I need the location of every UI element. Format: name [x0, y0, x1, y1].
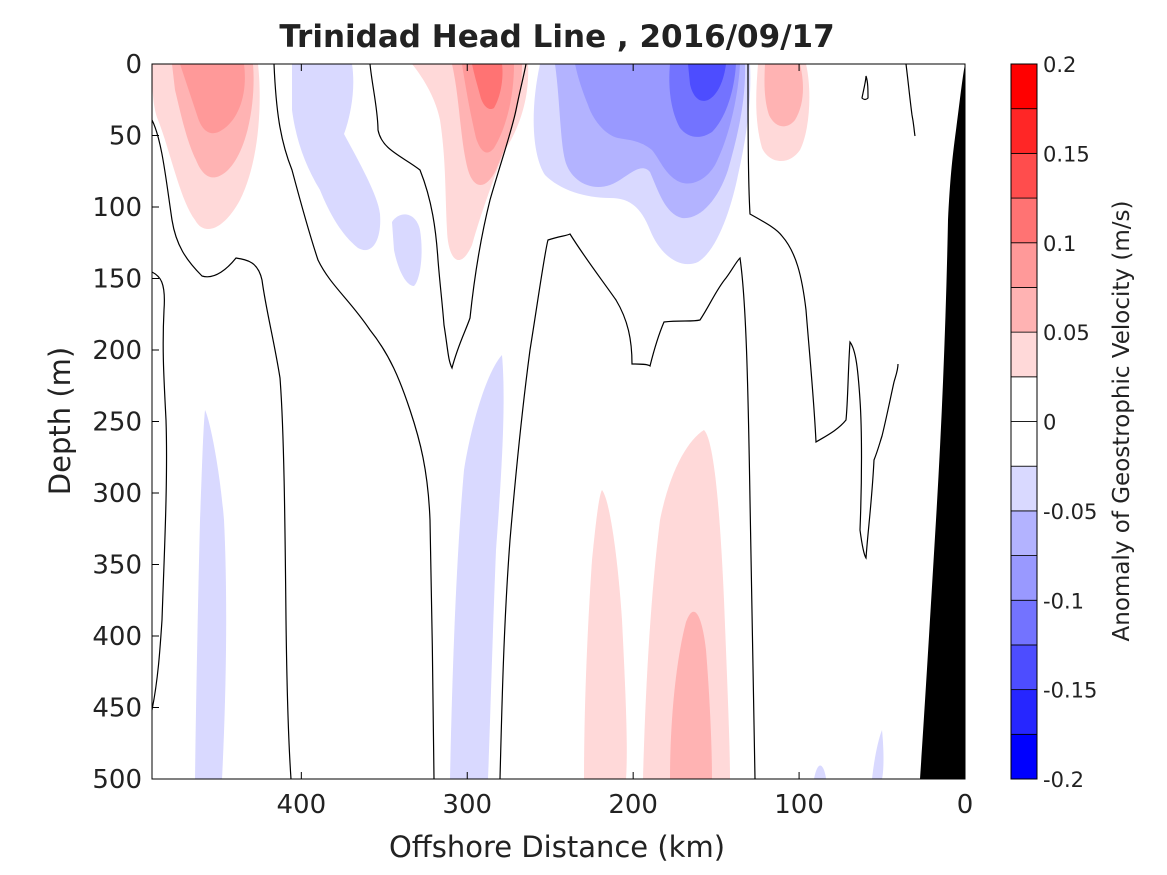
colorbar-tick-label: 0.15	[1043, 142, 1090, 166]
filled-contours	[152, 64, 884, 779]
plot-area: 400 300 200 100 0 0 50 100 150 200 250 300 350 400 45…	[92, 50, 973, 820]
contour-negative-patch-west	[292, 64, 381, 251]
colorbar: 0.2 0.15 0.1 0.05 0 -0.05 -0.1 -0.15 -0.2	[1010, 53, 1097, 792]
y-tick-label: 250	[92, 408, 142, 438]
colorbar-label: Anomaly of Geostrophic Velocity (m/s)	[1109, 201, 1135, 642]
y-tick-label: 50	[109, 122, 142, 152]
zero-contour-line-7	[905, 64, 916, 137]
contour-positive-deep-eddy-west	[584, 490, 627, 779]
colorbar-segment	[1010, 242, 1038, 288]
colorbar-segment	[1010, 197, 1038, 244]
x-tick-label: 300	[442, 790, 492, 820]
y-axis-label: Depth (m)	[43, 347, 77, 495]
colorbar-tick-label: 0.2	[1043, 53, 1076, 77]
colorbar-segment	[1010, 733, 1038, 780]
colorbar-segment	[1010, 287, 1038, 333]
zero-contour-line-2	[152, 271, 168, 711]
x-axis-label: Offshore Distance (km)	[389, 830, 725, 864]
y-tick-label: 350	[92, 551, 142, 581]
zero-contour-line-6	[747, 64, 899, 560]
contour-negative-deep-band-west	[195, 410, 227, 779]
chart-title: Trinidad Head Line , 2016/09/17	[279, 19, 834, 55]
contour-negative-deep-patch-east	[814, 765, 826, 779]
y-axis: 0 50 100 150 200 250 300 350 400 450 500	[92, 50, 965, 795]
y-tick-label: 200	[92, 336, 142, 366]
colorbar-tick-label: 0.05	[1043, 321, 1090, 345]
colorbar-segment	[1010, 152, 1038, 199]
colorbar-segment	[1010, 108, 1038, 154]
colorbar-segment	[1010, 331, 1038, 378]
y-tick-label: 450	[92, 694, 142, 724]
zero-contour-line-4	[369, 64, 527, 370]
colorbar-segment	[1010, 555, 1038, 601]
zero-contour-line-8	[861, 75, 869, 101]
colorbar-segment	[1010, 689, 1038, 735]
x-tick-label: 400	[277, 790, 327, 820]
contour-negative-deep-patch-far-east	[872, 730, 884, 779]
colorbar-tick-label: -0.1	[1043, 589, 1084, 613]
colorbar-segment	[1010, 63, 1038, 110]
colorbar-segment	[1010, 421, 1038, 467]
x-tick-label: 0	[957, 790, 974, 820]
contour-positive-surface-jet-c-l2	[764, 64, 803, 127]
colorbar-segment	[1010, 465, 1038, 512]
y-tick-label: 300	[92, 479, 142, 509]
colorbar-segment	[1010, 510, 1038, 556]
y-tick-label: 500	[92, 765, 142, 795]
bathymetry	[920, 64, 965, 779]
y-tick-label: 0	[125, 50, 142, 80]
zero-contour-line-1	[152, 119, 292, 779]
contour-negative-surface-countercurrent-l5	[688, 64, 726, 101]
seafloor-mask	[920, 64, 965, 779]
colorbar-frame	[1010, 63, 1038, 780]
colorbar-tick-label: -0.2	[1043, 768, 1084, 792]
contour-negative-patch-small	[392, 214, 422, 286]
colorbar-tick-label: -0.05	[1043, 500, 1097, 524]
zero-contour-line-3	[273, 64, 435, 779]
y-tick-label: 400	[92, 622, 142, 652]
contour-negative-deep-band-central	[450, 355, 504, 779]
zero-contour-line-5	[499, 233, 756, 779]
x-tick-label: 100	[774, 790, 824, 820]
x-tick-label: 200	[608, 790, 658, 820]
colorbar-tick-label: 0	[1043, 411, 1056, 435]
colorbar-segment	[1010, 376, 1038, 422]
colorbar-segment	[1010, 599, 1038, 646]
colorbar-tick-label: -0.15	[1043, 679, 1097, 703]
x-axis: 400 300 200 100 0	[277, 64, 974, 820]
contour-positive-surface-jet-a-l3	[180, 64, 245, 134]
colorbar-tick-label: 0.1	[1043, 232, 1076, 256]
colorbar-segment	[1010, 644, 1038, 691]
y-tick-label: 100	[92, 193, 142, 223]
y-tick-label: 150	[92, 265, 142, 295]
contour-positive-deep-eddy-east-l2	[670, 611, 712, 779]
zero-contour-lines	[152, 64, 916, 779]
contour-positive-surface-jet-b-l4	[472, 64, 503, 110]
